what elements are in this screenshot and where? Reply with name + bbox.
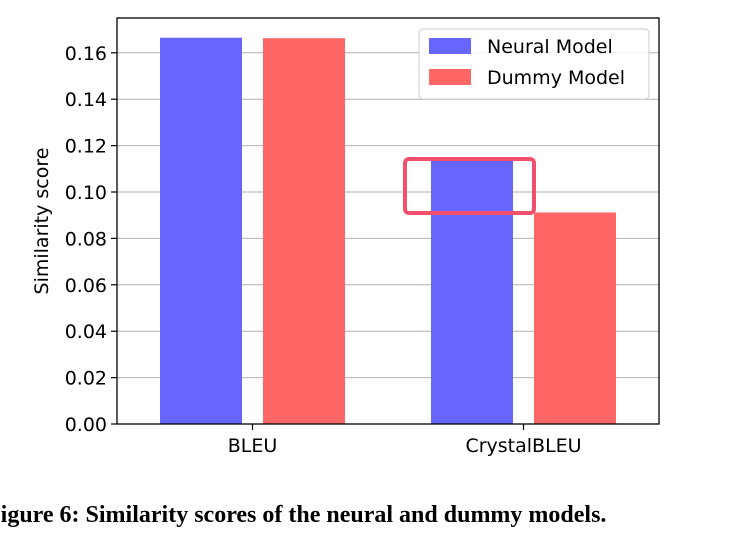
bar-dummy-model-bleu [263,38,345,425]
legend: Neural Model Dummy Model [418,28,650,100]
y-tick-label: 0.14 [65,89,107,111]
bars [160,37,616,425]
bar-dummy-model-crystalbleu [534,212,616,424]
y-tick-label: 0.02 [65,368,107,390]
y-tick-label: 0.00 [65,414,107,436]
y-tick-label: 0.16 [65,43,107,65]
legend-label: Dummy Model [487,67,625,89]
highlight-box [403,156,536,215]
bar-neural-model-crystalbleu [431,159,513,424]
y-tick-label: 0.12 [65,136,107,158]
y-axis-ticks: 0.00 0.02 0.04 0.06 0.08 0.10 0.12 0.14 0.16 [65,43,117,436]
x-tick-label: CrystalBLEU [465,435,581,457]
y-tick-label: 0.08 [65,228,107,250]
y-tick-label: 0.10 [65,182,107,204]
legend-swatch [429,69,471,85]
figure-caption: Figure 6: Similarity scores of the neura… [0,502,607,528]
bar-chart: 0.00 0.02 0.04 0.06 0.08 0.10 0.12 0.14 0.16 BLE… [31,17,660,457]
legend-frame [418,28,650,100]
y-axis-title: Similarity score [31,148,53,295]
legend-swatch [429,38,471,54]
y-tick-label: 0.04 [65,321,107,343]
x-tick-label: BLEU [228,435,278,457]
legend-label: Neural Model [487,36,613,58]
plot-frame [116,17,660,425]
bar-neural-model-bleu [160,37,242,424]
x-axis-ticks: BLEU CrystalBLEU [228,424,582,457]
y-tick-label: 0.06 [65,275,107,297]
